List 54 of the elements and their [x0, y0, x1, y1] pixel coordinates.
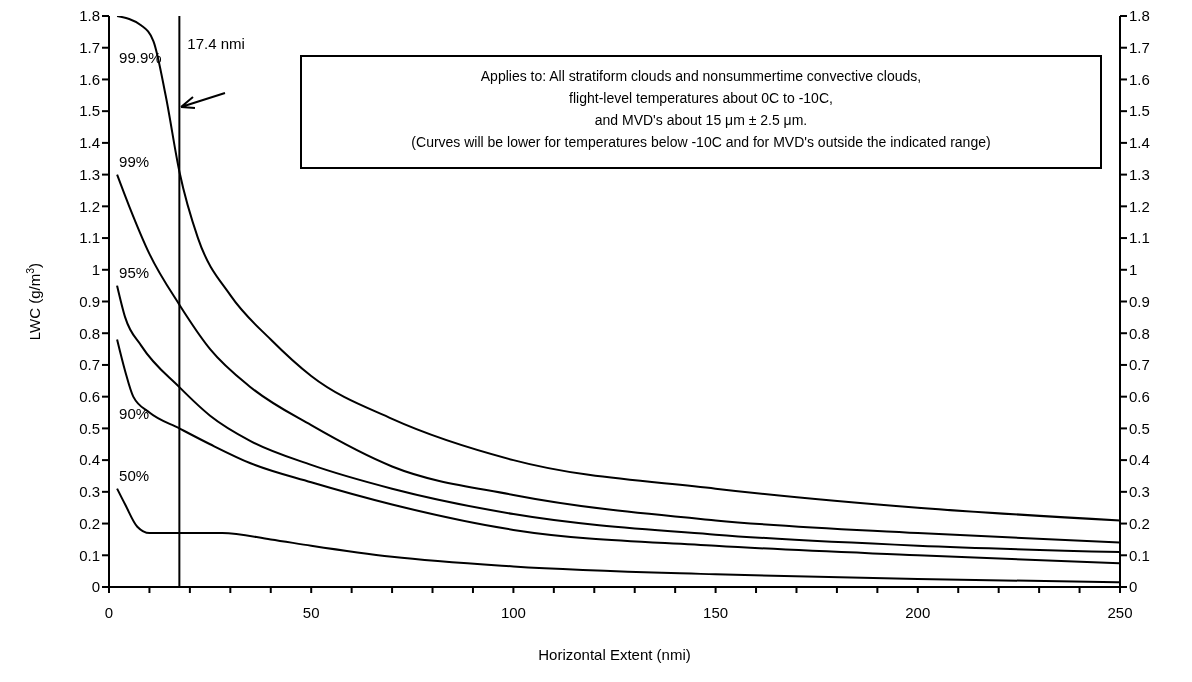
y-tick-label: 0.8 — [79, 324, 100, 342]
y2-tick-label: 0.2 — [1129, 514, 1150, 532]
y-tick-label: 1.3 — [79, 165, 100, 183]
y-tick-label: 0.9 — [79, 292, 100, 310]
y-tick-label: 0.1 — [79, 546, 100, 564]
y2-tick-label: 1.2 — [1129, 197, 1150, 215]
y2-tick-label: 0.5 — [1129, 419, 1150, 437]
series-label: 50% — [119, 466, 150, 484]
annotation: flight-level temperatures about 0C to -10C, — [568, 89, 834, 108]
x-tick-label: 50 — [302, 603, 320, 621]
y-tick-label: 1.8 — [79, 7, 100, 25]
y-tick-label: 1.7 — [79, 39, 100, 57]
y-tick-label: 1.1 — [79, 229, 100, 247]
y2-tick-label: 1 — [1129, 261, 1138, 279]
y-tick-label: 0.2 — [79, 514, 100, 532]
y2-tick-label: 1.8 — [1129, 7, 1150, 25]
y-tick-label: 1 — [91, 261, 100, 279]
y2-tick-label: 1.4 — [1129, 134, 1150, 152]
y2-tick-label: 0.8 — [1129, 324, 1150, 342]
y-tick-label: 0.5 — [79, 419, 100, 437]
y-tick-label: 0.7 — [79, 356, 100, 374]
ref-line-label: 17.4 nmi — [187, 34, 245, 52]
y2-tick-label: 1.3 — [1129, 165, 1150, 183]
y2-tick-label: 0.6 — [1129, 387, 1150, 405]
y-tick-label: 1.5 — [79, 102, 100, 120]
y-tick-label: 0 — [91, 578, 100, 596]
x-tick-label: 200 — [905, 603, 931, 621]
x-tick-label: 150 — [703, 603, 729, 621]
x-tick-label: 100 — [500, 603, 526, 621]
series-label: 90% — [119, 404, 150, 422]
annotation: Applies to: All stratiform clouds and nonsummertime convective clouds, — [479, 67, 923, 86]
y-tick-label: 1.4 — [79, 134, 100, 152]
y2-tick-label: 1.7 — [1129, 39, 1150, 57]
y2-tick-label: 0.7 — [1129, 356, 1150, 374]
x-tick-label: 250 — [1107, 603, 1133, 621]
annotation: and MVD's about 15 μm ± 2.5 μm. — [593, 111, 809, 130]
y2-tick-label: 1.5 — [1129, 102, 1150, 120]
y-tick-label: 0.3 — [79, 483, 100, 501]
x-tick-label: 0 — [104, 603, 114, 621]
y-tick-label: 0.6 — [79, 387, 100, 405]
y2-tick-label: 1.6 — [1129, 70, 1150, 88]
y2-tick-label: 0.3 — [1129, 483, 1150, 501]
y-tick-label: 1.2 — [79, 197, 100, 215]
y2-tick-label: 0.1 — [1129, 546, 1150, 564]
x-axis-title: Horizontal Extent (nmi) — [538, 646, 691, 663]
series-label: 99% — [119, 152, 150, 170]
y-tick-label: 0.4 — [79, 451, 100, 469]
y-tick-label: 1.6 — [79, 70, 100, 88]
y2-tick-label: 0.9 — [1129, 292, 1150, 310]
y2-tick-label: 0 — [1129, 578, 1138, 596]
annotation: (Curves will be lower for temperatures below -10C and for MVD's outside the indicated range) — [410, 133, 992, 152]
y2-tick-label: 1.1 — [1129, 229, 1150, 247]
y2-tick-label: 0.4 — [1129, 451, 1150, 469]
series-label: 95% — [119, 263, 150, 281]
